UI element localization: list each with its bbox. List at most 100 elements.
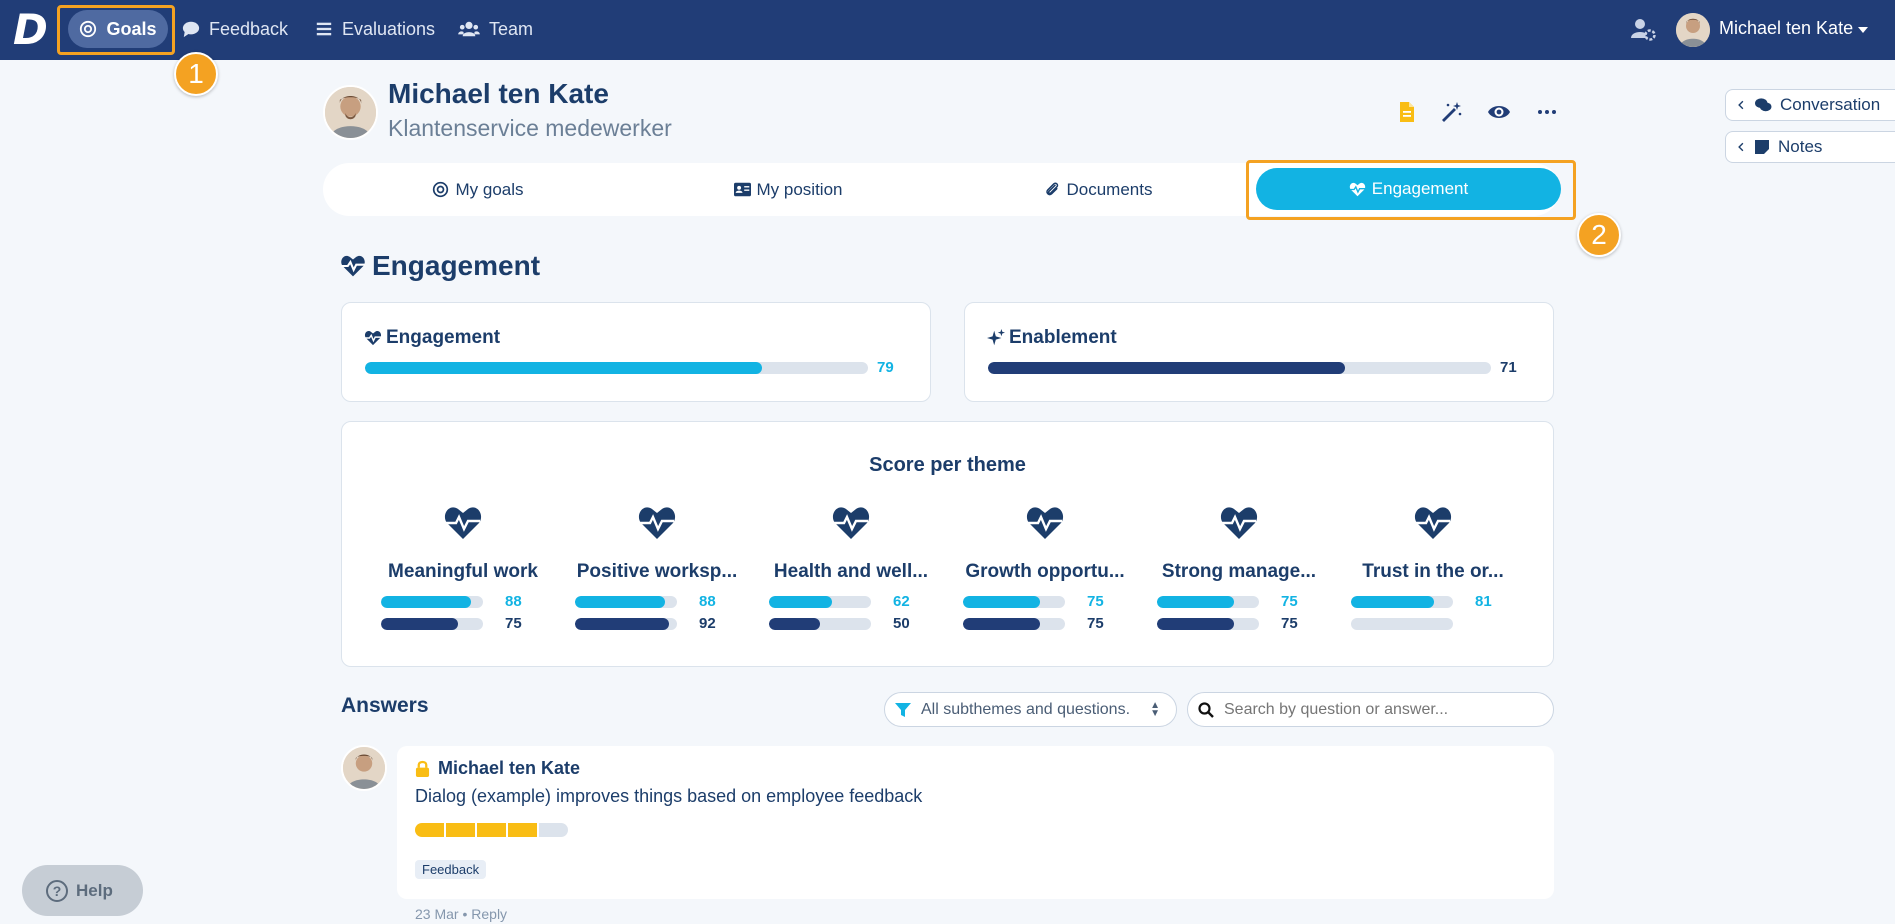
heart-pulse-icon: [364, 331, 382, 346]
theme-score-bar-secondary: [1351, 618, 1453, 630]
user-menu-name[interactable]: Michael ten Kate: [1719, 18, 1854, 38]
heart-pulse-icon: [1349, 182, 1365, 196]
tab-documents[interactable]: Documents: [943, 163, 1253, 216]
tab-documents-label: Documents: [1066, 179, 1153, 199]
theme-score-bar-secondary: [963, 618, 1065, 630]
theme-score-fill-secondary: [381, 618, 458, 630]
theme-score-primary: 88: [505, 593, 522, 610]
highlight-box-engagement-tab: [1246, 160, 1576, 220]
search-icon: [1198, 701, 1214, 718]
nav-feedback[interactable]: Feedback: [182, 10, 288, 48]
theme-score-primary: 62: [893, 593, 910, 610]
document-icon[interactable]: [1395, 100, 1419, 124]
profile-name: Michael ten Kate: [388, 78, 609, 109]
chevron-left-icon: [1738, 142, 1744, 152]
target-icon: [433, 181, 449, 198]
enablement-progress-bar: [988, 362, 1491, 374]
theme-score-fill-primary: [963, 596, 1040, 608]
callout-badge-2: 2: [1577, 213, 1621, 257]
engagement-card-label-text: Engagement: [386, 327, 501, 348]
help-label: Help: [76, 880, 113, 900]
answer-reply-link[interactable]: Reply: [471, 906, 508, 922]
avatar-photo-icon: [325, 87, 376, 138]
theme-score-fill-primary: [769, 596, 833, 608]
highlight-box-goals: [57, 5, 175, 55]
answer-tag[interactable]: Feedback: [415, 860, 487, 879]
heart-pulse-icon: [1025, 505, 1065, 541]
answer-rating-bar: [415, 823, 568, 837]
list-icon: [316, 22, 332, 36]
theme-score-bar-primary: [1157, 596, 1259, 608]
engagement-progress-bar: [365, 362, 868, 374]
tab-my-position-label: My position: [756, 179, 843, 199]
side-tab-conversation-label: Conversation: [1780, 95, 1881, 114]
chevron-down-icon[interactable]: [1858, 27, 1868, 33]
enablement-card-label-text: Enablement: [1009, 327, 1117, 348]
side-tab-conversation[interactable]: Conversation: [1725, 89, 1895, 121]
theme-score-fill-primary: [575, 596, 665, 608]
theme-score-fill-secondary: [769, 618, 820, 630]
side-tab-notes-label: Notes: [1778, 137, 1823, 156]
theme-score-bar-primary: [381, 596, 483, 608]
theme-score-secondary: 75: [505, 615, 522, 632]
user-avatar[interactable]: [1676, 13, 1710, 47]
theme-score-fill-secondary: [575, 618, 669, 630]
theme-score-primary: 75: [1281, 593, 1298, 610]
nav-team-label: Team: [489, 18, 534, 39]
side-tab-notes[interactable]: Notes: [1725, 131, 1895, 163]
theme-score-bar-secondary: [769, 618, 871, 630]
theme-score-primary: 88: [699, 593, 716, 610]
answer-author-name: Michael ten Kate: [438, 758, 581, 778]
answer-meta: 23 Mar • Reply: [415, 906, 507, 922]
theme-score-secondary: 75: [1281, 615, 1298, 632]
answers-search[interactable]: [1187, 692, 1554, 727]
tab-my-position[interactable]: My position: [633, 163, 943, 216]
theme-name: Trust in the or...: [1362, 561, 1504, 582]
tab-my-goals[interactable]: My goals: [323, 163, 633, 216]
meta-separator: •: [462, 906, 472, 922]
theme-name: Strong manage...: [1161, 561, 1317, 582]
nav-goals[interactable]: Goals: [68, 10, 168, 48]
eye-icon[interactable]: [1487, 100, 1511, 124]
chevron-left-icon: [1738, 100, 1744, 110]
subtheme-filter-select[interactable]: All subthemes and questions. ▲ ▼: [884, 692, 1177, 727]
tab-engagement[interactable]: Engagement: [1256, 168, 1561, 210]
rating-segment: [446, 823, 475, 837]
paperclip-icon: [1045, 182, 1058, 196]
theme-score-secondary: 75: [1087, 615, 1104, 632]
theme-score-fill-primary: [1157, 596, 1234, 608]
callout-badge-1: 1: [174, 52, 218, 96]
heart-pulse-icon: [1413, 505, 1453, 541]
avatar-photo-icon: [1676, 13, 1710, 47]
theme-name: Growth opportu...: [965, 561, 1125, 582]
nav-feedback-label: Feedback: [209, 18, 289, 39]
theme-name: Health and well...: [773, 561, 929, 582]
help-button[interactable]: ? Help: [22, 865, 143, 916]
score-per-theme-card: Score per theme: [341, 421, 1554, 667]
enablement-card-label: Enablement: [987, 327, 1117, 349]
theme-score-bar-secondary: [1157, 618, 1259, 630]
theme-score-primary: 81: [1475, 593, 1492, 610]
app-logo[interactable]: D: [13, 5, 48, 54]
answer-date: 23 Mar: [415, 906, 459, 922]
more-options-icon[interactable]: [1535, 100, 1559, 124]
profile-tabs: My goals My position Documents Engagemen…: [323, 163, 1561, 216]
theme-name: Meaningful work: [388, 561, 538, 582]
user-settings-icon[interactable]: [1630, 16, 1656, 42]
theme-score-primary: 75: [1087, 593, 1104, 610]
nav-team[interactable]: Team: [458, 10, 533, 48]
magic-wand-icon[interactable]: [1439, 100, 1463, 124]
nav-evaluations-label: Evaluations: [342, 18, 436, 39]
enablement-progress-fill: [988, 362, 1346, 374]
theme-score-bar-secondary: [575, 618, 677, 630]
engagement-card-label: Engagement: [364, 327, 500, 349]
rating-segment: [508, 823, 537, 837]
sort-arrows-icon: ▲ ▼: [1150, 700, 1160, 719]
heart-pulse-icon: [341, 255, 365, 277]
tab-engagement-label: Engagement: [1371, 179, 1469, 198]
answers-search-input[interactable]: [1224, 700, 1524, 719]
lock-icon: [415, 760, 430, 777]
profile-avatar: [323, 85, 378, 140]
nav-evaluations[interactable]: Evaluations: [315, 10, 435, 48]
sticky-note-icon: [1755, 140, 1769, 154]
